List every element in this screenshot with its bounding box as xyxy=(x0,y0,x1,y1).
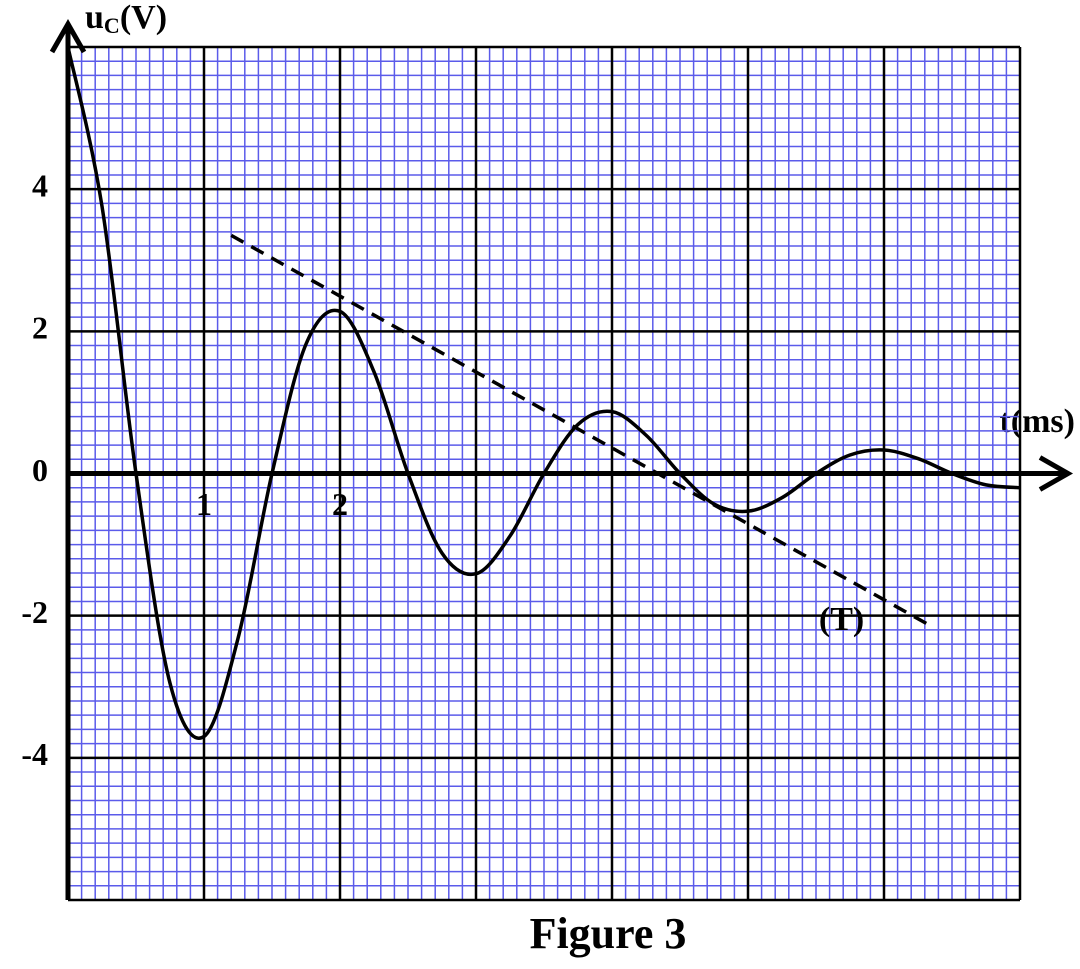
y-tick-label: 4 xyxy=(32,168,48,204)
x-tick-label: 1 xyxy=(196,486,212,522)
caption: Figure 3 xyxy=(530,909,687,958)
y-axis-label: uC(V) xyxy=(85,0,167,38)
x-tick-label: 2 xyxy=(332,486,348,522)
y-axis-arrow xyxy=(49,18,87,54)
y-tick-label: -4 xyxy=(21,736,48,772)
y-label-sub: C xyxy=(104,13,120,38)
y-tick-label: -2 xyxy=(21,594,48,630)
y-label-main: u xyxy=(85,0,104,36)
data-line xyxy=(66,46,1021,740)
line-label: (T) xyxy=(819,601,864,638)
tangent-line xyxy=(230,233,933,628)
x-axis-arrow xyxy=(1038,455,1074,492)
y-tick-label: 2 xyxy=(32,310,48,346)
y-label-unit: (V) xyxy=(120,0,167,36)
y-tick-label: 0 xyxy=(32,452,48,488)
x-axis-label: t(ms) xyxy=(999,403,1075,440)
